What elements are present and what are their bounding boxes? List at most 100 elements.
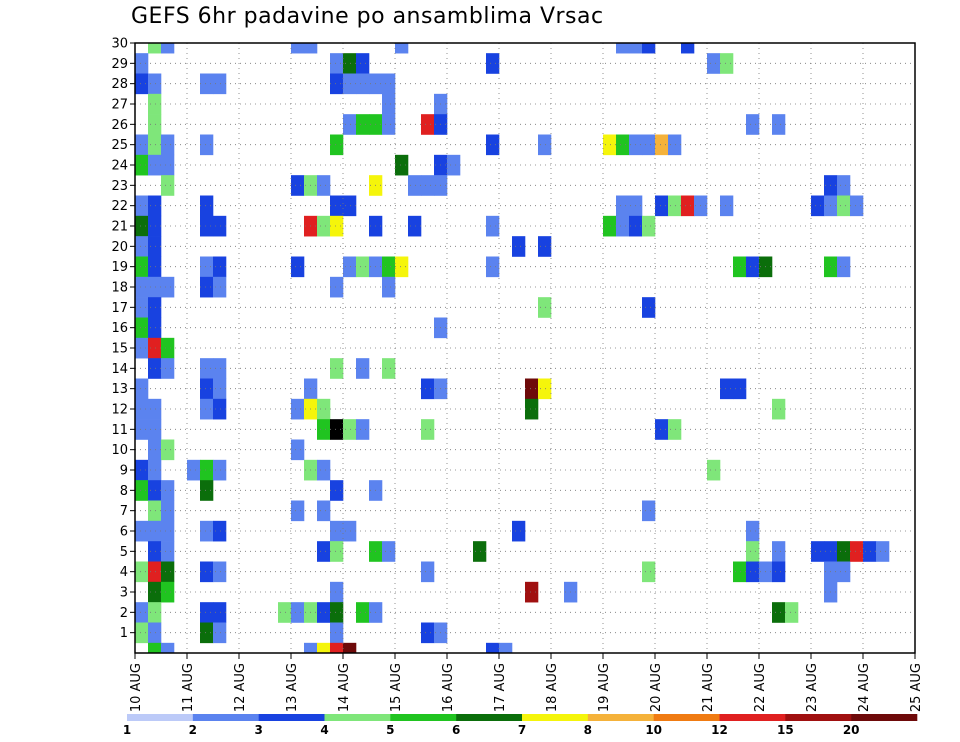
heatmap-cell [746,256,760,278]
heatmap-cell [486,215,500,237]
heatmap-cell [681,195,695,217]
heatmap-cell [525,378,539,400]
y-tick-label: 15 [111,342,128,357]
heatmap-cell [161,43,175,54]
heatmap-cell [200,602,214,623]
heatmap-cell [135,520,149,542]
heatmap-cell [642,561,656,583]
heatmap-cell [720,53,734,74]
colorbar-label: 20 [843,723,860,737]
x-axis: 10 AUG 11 AUG 12 AUG 13 AUG 14 AUG 15 AUG 16 A… [129,653,924,712]
heatmap-cell [512,520,526,542]
heatmap-cell [382,276,396,298]
heatmap-cell [200,520,214,542]
heatmap-cell [148,114,162,135]
colorbar-segment [719,714,786,721]
heatmap-cell [213,398,227,420]
heatmap-cell [317,398,331,420]
heatmap-cell [135,195,149,217]
heatmap-cell [135,236,149,257]
heatmap-cell [538,297,552,318]
x-tick-label: 18 AUG [545,663,560,712]
x-tick-label: 13 AUG [285,663,300,712]
heatmap-cell [850,195,864,217]
heatmap-cell [655,134,669,156]
heatmap-cell [382,541,396,562]
heatmap-cell [811,541,825,562]
y-axis: 1234567891011121314151617181920212223242… [111,37,135,641]
y-tick-label: 6 [120,525,128,540]
heatmap-cell [148,581,162,603]
heatmap-cell [616,215,630,237]
heatmap-cell [148,297,162,318]
heatmap-cell [837,256,851,278]
y-tick-label: 29 [111,57,128,72]
heatmap-cell [200,256,214,278]
y-tick-label: 11 [111,423,128,438]
y-tick-label: 24 [111,159,128,174]
y-tick-label: 26 [111,118,128,133]
heatmap-cell [135,317,149,339]
heatmap-cell [330,134,344,156]
colorbar-segment [851,714,918,721]
heatmap-cell [330,73,344,95]
heatmap-cell [330,195,344,217]
heatmap-cell [486,256,500,278]
y-tick-label: 19 [111,260,128,275]
heatmap-cell [317,459,331,481]
heatmap-cell [382,256,396,278]
colorbar-segment [127,714,194,721]
heatmap-cell [785,602,799,623]
heatmap-cell [148,93,162,115]
heatmap-cell [746,520,760,542]
heatmap-cell [616,43,630,54]
heatmap-cell [200,195,214,217]
heatmap-cell [161,439,175,461]
heatmap-cell [421,175,435,196]
colorbar-segment [456,714,523,721]
heatmap-cell [681,43,695,54]
heatmap-cell [668,134,682,156]
heatmap-cell [603,215,617,237]
heatmap-cell [291,500,305,522]
heatmap-cell [343,73,357,95]
heatmap-cell [148,419,162,440]
heatmap-cell [161,581,175,603]
colorbar-label: 7 [518,723,526,737]
heatmap-cell [863,541,877,562]
heatmap-cell [161,642,175,654]
heatmap-cell [330,419,344,440]
heatmap-cell [538,378,552,400]
heatmap-cell [200,358,214,379]
heatmap-cell [213,561,227,583]
heatmap-cell [148,215,162,237]
heatmap-cell [538,134,552,156]
colorbar-segment [587,714,654,721]
heatmap-cell [148,337,162,359]
heatmap-cell [135,622,149,644]
colorbar-segment [192,714,259,721]
heatmap-cell [148,520,162,542]
heatmap-cell [161,561,175,583]
heatmap-cell [291,175,305,196]
heatmap-cell [395,154,409,176]
heatmap-cell [330,358,344,379]
heatmap-cell [135,276,149,298]
heatmap-cell [850,541,864,562]
heatmap-cell [668,195,682,217]
heatmap-cell [356,256,370,278]
heatmap-cell [148,317,162,339]
heatmap-cell [811,195,825,217]
heatmap-cell [135,297,149,318]
heatmap-cell [135,215,149,237]
heatmap-cell [148,622,162,644]
x-tick-label: 10 AUG [129,663,144,712]
heatmap-cell [161,541,175,562]
heatmap-cell [876,541,890,562]
heatmap-cell [200,561,214,583]
colorbar-segment [653,714,720,721]
heatmap-cell [395,256,409,278]
heatmap-cell [148,256,162,278]
heatmap-cell [720,195,734,217]
heatmap-cell [330,276,344,298]
